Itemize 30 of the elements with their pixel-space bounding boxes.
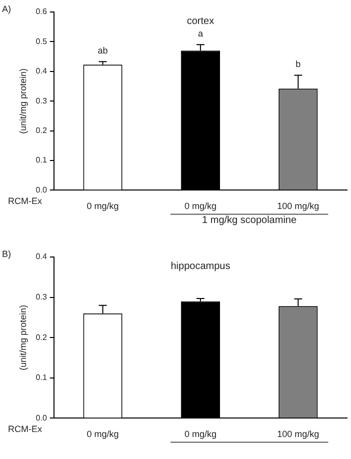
y-tick-label: 0.1 <box>36 156 48 165</box>
data-label: b <box>296 59 301 70</box>
y-tick-label: 0.3 <box>36 96 48 106</box>
y-axis-title: (unit/mg protein) <box>18 68 28 134</box>
x-tick-label: 0 mg/kg <box>86 201 119 212</box>
x-tick-label: 0 mg/kg <box>86 429 119 440</box>
y-tick-label: 0.4 <box>36 252 48 262</box>
y-axis-title: (unit/mg protein) <box>18 304 28 370</box>
chart-title: cortex <box>186 16 214 27</box>
text: A) <box>2 4 11 14</box>
y-tick-label: 0.3 <box>36 292 48 302</box>
y-tick-label: 0.4 <box>36 66 48 76</box>
y-tick-label: 0.1 <box>36 373 48 382</box>
y-tick-label: 0.0 <box>36 185 48 194</box>
y-tick-label: 0.0 <box>36 413 48 422</box>
data-label: a <box>198 28 203 39</box>
text: B) <box>2 249 11 259</box>
text: RCM-Ex <box>8 424 42 434</box>
x-tick-label: 0 mg/kg <box>184 429 216 440</box>
data-label: ab <box>98 46 108 56</box>
y-tick-label: 0.5 <box>36 36 48 46</box>
x-tick-label: 0 mg/kg <box>184 201 216 212</box>
chart-title: hippocampus <box>170 260 230 272</box>
x-tick-label: 100 mg/kg <box>277 201 320 212</box>
y-tick-label: 0.2 <box>36 332 48 342</box>
y-tick-label: 0.2 <box>36 126 48 136</box>
y-tick-label: 0.6 <box>36 7 48 16</box>
x-tick-label: 100 mg/kg <box>277 429 320 440</box>
text: RCM-Ex <box>8 196 42 206</box>
text: 1 mg/kg scopolamine <box>202 215 297 226</box>
